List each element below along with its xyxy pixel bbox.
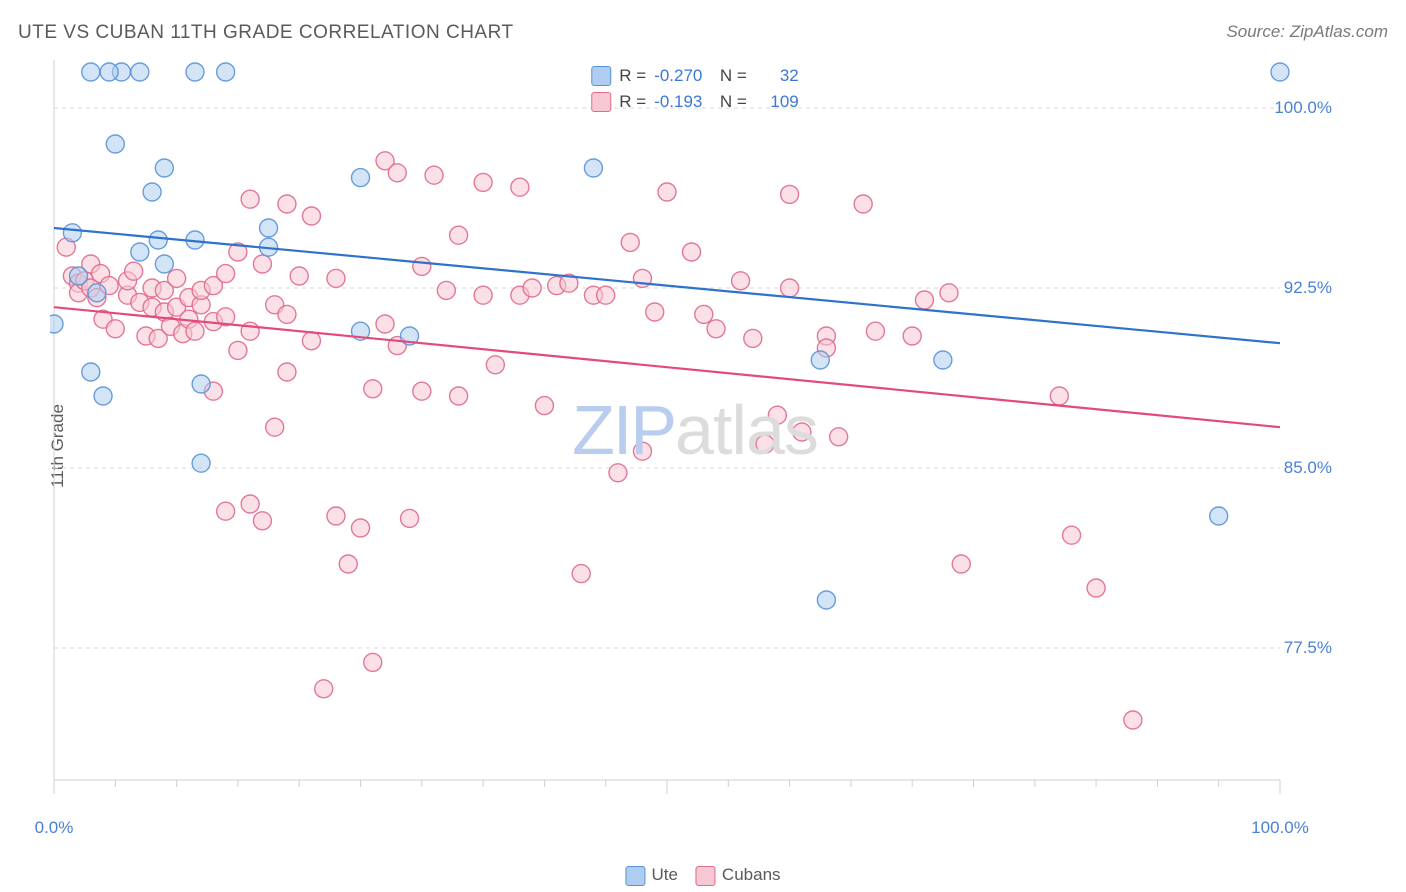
n-label: N = bbox=[710, 90, 746, 114]
r-label: R = bbox=[619, 90, 646, 114]
plot-area: R = -0.270 N = 32 R = -0.193 N = 109 ZIP… bbox=[50, 50, 1340, 810]
series-legend: Ute Cubans bbox=[625, 865, 780, 886]
scatter-svg bbox=[50, 50, 1340, 810]
y-tick-label: 92.5% bbox=[1284, 278, 1332, 298]
x-tick-label: 0.0% bbox=[35, 818, 74, 838]
x-tick-label: 100.0% bbox=[1251, 818, 1309, 838]
y-tick-label: 77.5% bbox=[1284, 638, 1332, 658]
y-tick-label: 85.0% bbox=[1284, 458, 1332, 478]
r-value-ute: -0.270 bbox=[654, 64, 702, 88]
legend-row-cubans: R = -0.193 N = 109 bbox=[591, 90, 799, 114]
chart-title: UTE VS CUBAN 11TH GRADE CORRELATION CHAR… bbox=[18, 22, 514, 44]
y-tick-label: 100.0% bbox=[1274, 98, 1332, 118]
swatch-ute bbox=[591, 66, 611, 86]
swatch-cubans bbox=[591, 92, 611, 112]
r-value-cubans: -0.193 bbox=[654, 90, 702, 114]
n-label: N = bbox=[710, 64, 746, 88]
correlation-legend: R = -0.270 N = 32 R = -0.193 N = 109 bbox=[591, 64, 799, 114]
legend-row-ute: R = -0.270 N = 32 bbox=[591, 64, 799, 88]
legend-label-cubans: Cubans bbox=[722, 865, 781, 884]
legend-label-ute: Ute bbox=[651, 865, 677, 884]
swatch-cubans-icon bbox=[696, 866, 716, 886]
source-label: Source: ZipAtlas.com bbox=[1226, 22, 1388, 42]
swatch-ute-icon bbox=[625, 866, 645, 886]
chart-container: UTE VS CUBAN 11TH GRADE CORRELATION CHAR… bbox=[0, 0, 1406, 892]
legend-item-ute: Ute bbox=[625, 865, 677, 886]
r-label: R = bbox=[619, 64, 646, 88]
legend-item-cubans: Cubans bbox=[696, 865, 781, 886]
n-value-cubans: 109 bbox=[755, 90, 799, 114]
n-value-ute: 32 bbox=[755, 64, 799, 88]
